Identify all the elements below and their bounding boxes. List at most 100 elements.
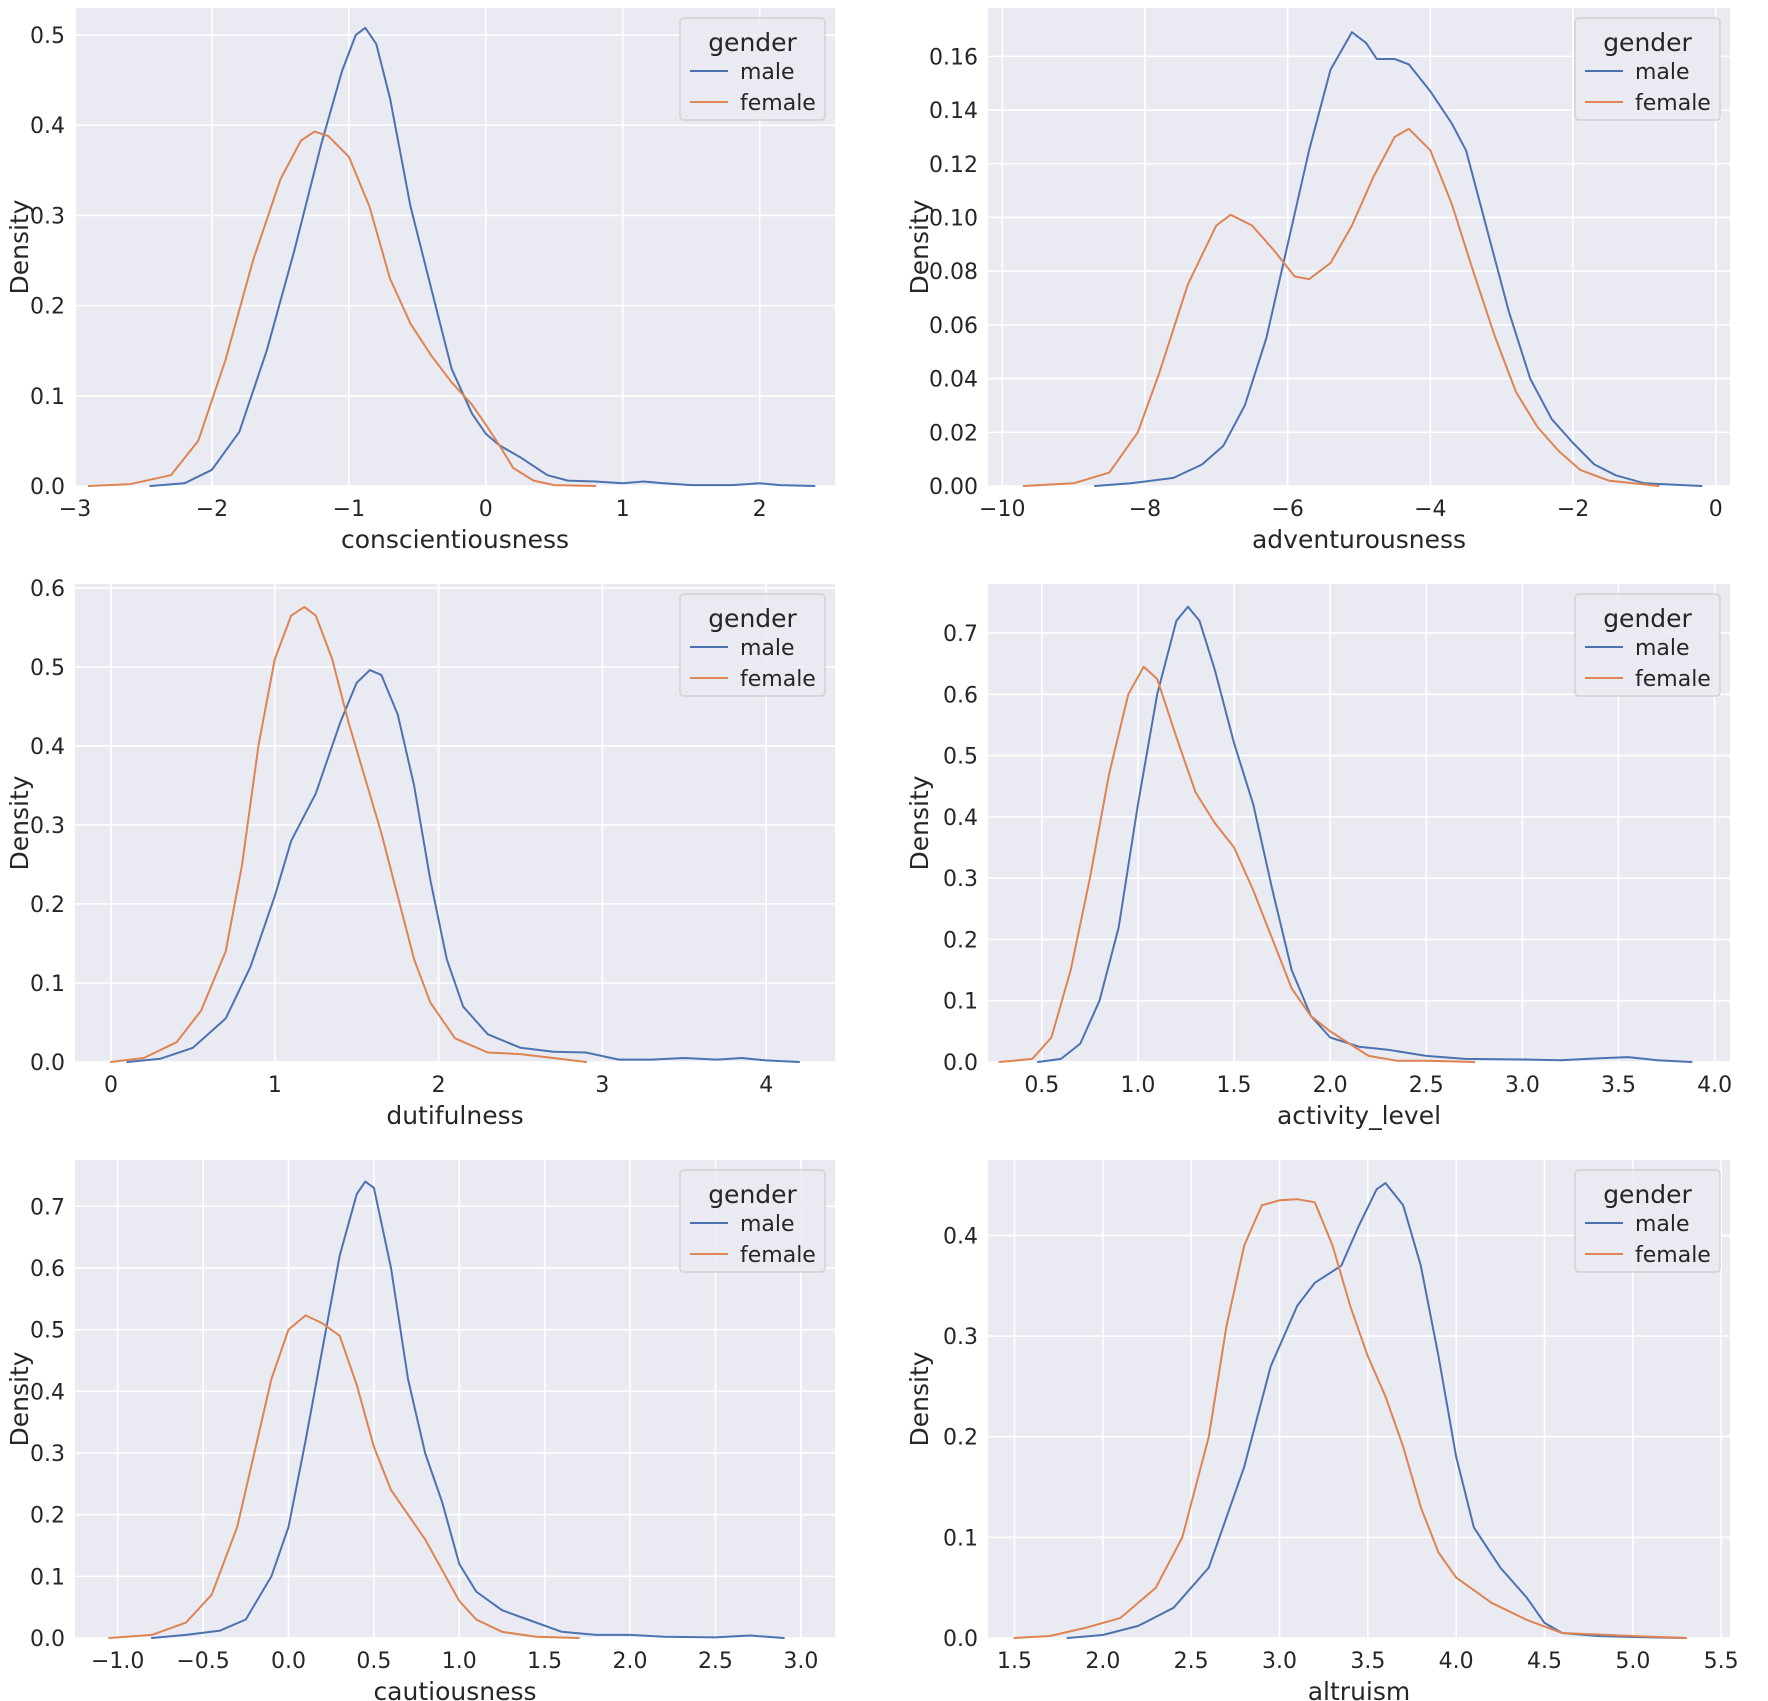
legend: gender male female [1574,593,1721,697]
y-tick-label: 0.1 [30,385,65,410]
y-tick-label: 0.3 [30,1442,65,1467]
y-tick-label: 0.10 [929,206,978,231]
legend-entry-female: female [740,91,816,116]
x-tick-label: 2.5 [1409,1073,1444,1098]
x-axis-label: altruism [1308,1677,1411,1701]
y-tick-label: 0.6 [943,683,978,708]
legend-entry-female: female [1635,667,1711,692]
series-line-female [110,605,587,1063]
x-tick-label: 2 [432,1073,446,1098]
legend-box [679,593,826,697]
x-tick-label: −4 [1414,497,1446,522]
y-tick-label: 0.5 [30,1319,65,1344]
x-tick-label: 2.5 [698,1649,733,1674]
legend-entry-female: female [740,667,816,692]
y-tick-label: 0.0 [943,1051,978,1076]
panel-5: −1.0 −0.5 0.0 0.5 1.0 1.5 2.0 2.5 3.0 0.0 0.1 0.2 0.… [5,1160,835,1701]
y-tick-label: 0.0 [30,1051,65,1076]
x-tick-label: 0.5 [1024,1073,1059,1098]
x-tick-label: 3.5 [1350,1649,1385,1674]
x-tick-label: 4.5 [1527,1649,1562,1674]
panel-1: −3 −2 −1 0 1 2 0.0 0.1 0.2 0.3 0.4 0.5 conscientious… [5,8,835,554]
y-tick-label: 0.06 [929,314,978,339]
series-line-male [1094,31,1703,487]
legend-box [1574,593,1721,697]
y-tick-label: 0.1 [30,972,65,997]
legend-title: gender [1603,604,1692,633]
y-tick-label: 0.4 [30,114,65,139]
y-tick-label: 0.2 [943,1426,978,1451]
y-tick-label: 0.5 [30,656,65,681]
x-tick-label: 1 [616,497,630,522]
y-tick-label: 0.4 [30,735,65,760]
panel-6: 1.5 2.0 2.5 3.0 3.5 4.0 4.5 5.0 5.5 0.0 0.1 0.2 0.3 0… [905,1160,1739,1701]
legend-entry-male: male [740,60,795,85]
panel-3: 0 1 2 3 4 0.0 0.1 0.2 0.3 0.4 0.5 0.6 dutifulness Den… [5,577,835,1130]
legend-title: gender [1603,28,1692,57]
x-tick-label: −2 [1557,497,1589,522]
y-tick-label: 0.2 [30,893,65,918]
legend-title: gender [708,604,797,633]
x-tick-label: 4.0 [1697,1073,1732,1098]
x-tick-label: 3.5 [1601,1073,1636,1098]
legend: gender male female [1574,17,1721,121]
x-tick-label: 2 [753,497,767,522]
y-tick-label: 0.5 [30,24,65,49]
y-tick-label: 0.2 [943,928,978,953]
panel-2: −10 −8 −6 −4 −2 0 0.00 0.02 0.04 0.06 0.08 0.10 0.12… [905,8,1730,554]
y-tick-label: 0.14 [929,99,978,124]
y-tick-label: 0.6 [30,577,65,602]
legend-entry-male: male [1635,636,1690,661]
legend-box [679,1169,826,1273]
x-tick-label: 2.5 [1174,1649,1209,1674]
y-tick-label: 0.2 [30,1504,65,1529]
legend-title: gender [1603,1180,1692,1209]
x-tick-label: −1.0 [91,1649,144,1674]
series-line-female [1022,127,1660,487]
y-tick-label: 0.0 [30,1627,65,1652]
x-tick-label: 0 [479,497,493,522]
x-tick-label: −2 [196,497,228,522]
x-tick-label: −0.5 [176,1649,229,1674]
y-tick-label: 0.2 [30,295,65,320]
x-tick-label: 1.5 [997,1649,1032,1674]
legend-box [679,17,826,121]
y-tick-label: 0.4 [30,1380,65,1405]
y-axis-label: Density [5,199,34,294]
x-tick-label: 2.0 [1085,1649,1120,1674]
series-line-male [149,26,816,487]
legend-box [1574,1169,1721,1273]
y-tick-label: 0.1 [943,990,978,1015]
y-tick-label: 0.4 [943,1224,978,1249]
y-tick-label: 0.1 [943,1526,978,1551]
y-axis-label: Density [5,1351,34,1446]
series-line-female [998,665,1476,1063]
y-tick-label: 0.0 [30,475,65,500]
legend-entry-male: male [1635,1212,1690,1237]
x-tick-label: −8 [1129,497,1161,522]
y-tick-label: 0.00 [929,475,978,500]
x-axis-label: adventurousness [1252,525,1466,554]
legend-entry-male: male [740,636,795,661]
x-tick-label: 0.5 [356,1649,391,1674]
x-tick-label: 3.0 [783,1649,818,1674]
legend-box [1574,17,1721,121]
y-tick-label: 0.6 [30,1257,65,1282]
y-axis-label: Density [905,1351,934,1446]
x-tick-label: −10 [979,497,1025,522]
series-line-female [1013,1198,1687,1639]
legend-entry-female: female [1635,91,1711,116]
x-tick-label: 4.0 [1439,1649,1474,1674]
legend-title: gender [708,1180,797,1209]
y-tick-label: 0.7 [943,622,978,647]
series-line-male [1066,1182,1687,1639]
x-tick-label: 4 [759,1073,773,1098]
x-tick-label: 1 [268,1073,282,1098]
y-tick-label: 0.5 [943,745,978,770]
legend: gender male female [1574,1169,1721,1273]
y-tick-label: 0.4 [943,806,978,831]
y-tick-label: 0.04 [929,368,978,393]
x-tick-label: 0.0 [271,1649,306,1674]
panel-4: 0.5 1.0 1.5 2.0 2.5 3.0 3.5 4.0 0.0 0.1 0.2 0.3 0.4 0… [905,584,1732,1130]
